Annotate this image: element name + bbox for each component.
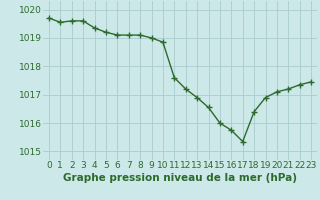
X-axis label: Graphe pression niveau de la mer (hPa): Graphe pression niveau de la mer (hPa): [63, 173, 297, 183]
